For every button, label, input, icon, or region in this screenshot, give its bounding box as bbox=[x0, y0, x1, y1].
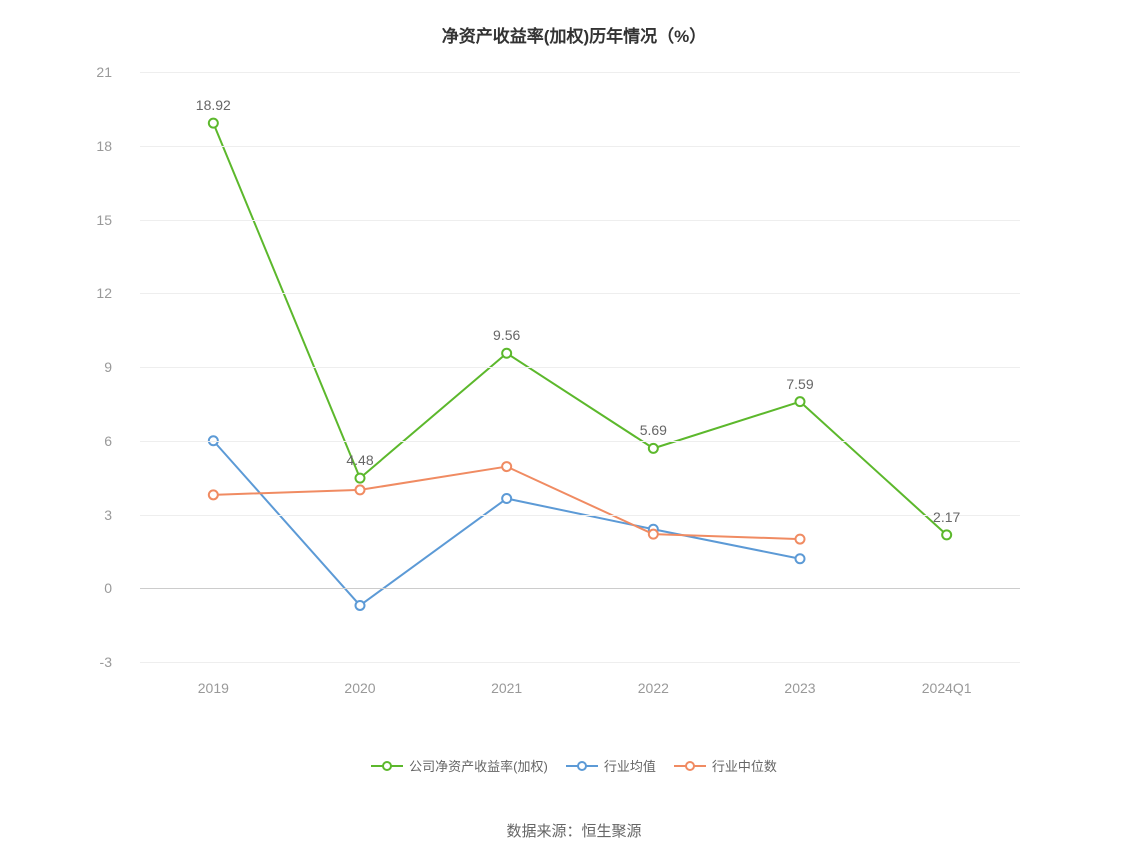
series-line bbox=[213, 123, 946, 535]
legend-swatch bbox=[371, 759, 403, 773]
data-source: 数据来源：恒生聚源 bbox=[0, 820, 1148, 841]
data-label: 5.69 bbox=[640, 422, 667, 438]
data-label: 7.59 bbox=[786, 376, 813, 392]
series-marker bbox=[796, 397, 805, 406]
series-marker bbox=[356, 601, 365, 610]
gridline bbox=[140, 146, 1020, 147]
legend-item[interactable]: 行业中位数 bbox=[674, 756, 777, 775]
legend: 公司净资产收益率(加权) 行业均值 行业中位数 bbox=[0, 756, 1148, 775]
series-marker bbox=[796, 535, 805, 544]
gridline bbox=[140, 367, 1020, 368]
series-marker bbox=[502, 349, 511, 358]
gridline bbox=[140, 662, 1020, 663]
gridline bbox=[140, 515, 1020, 516]
gridline bbox=[140, 293, 1020, 294]
series-marker bbox=[502, 462, 511, 471]
series-marker bbox=[356, 474, 365, 483]
series-marker bbox=[209, 490, 218, 499]
gridline bbox=[140, 441, 1020, 442]
series-marker bbox=[796, 554, 805, 563]
y-tick-label: 18 bbox=[96, 138, 112, 154]
roe-chart: 净资产收益率(加权)历年情况（%） -303691215182120192020… bbox=[0, 0, 1148, 859]
legend-label: 公司净资产收益率(加权) bbox=[409, 756, 548, 775]
plot-area: -3036912151821201920202021202220232024Q1… bbox=[140, 72, 1020, 662]
series-marker bbox=[356, 485, 365, 494]
legend-item[interactable]: 公司净资产收益率(加权) bbox=[371, 756, 548, 775]
gridline bbox=[140, 588, 1020, 589]
legend-item[interactable]: 行业均值 bbox=[566, 756, 656, 775]
y-tick-label: -3 bbox=[100, 654, 112, 670]
gridline bbox=[140, 220, 1020, 221]
y-tick-label: 6 bbox=[104, 433, 112, 449]
x-tick-label: 2020 bbox=[344, 680, 375, 696]
x-tick-label: 2021 bbox=[491, 680, 522, 696]
data-label: 2.17 bbox=[933, 509, 960, 525]
x-tick-label: 2023 bbox=[784, 680, 815, 696]
y-tick-label: 12 bbox=[96, 285, 112, 301]
legend-swatch bbox=[566, 759, 598, 773]
x-tick-label: 2024Q1 bbox=[922, 680, 972, 696]
y-tick-label: 9 bbox=[104, 359, 112, 375]
y-tick-label: 3 bbox=[104, 507, 112, 523]
data-label: 4.48 bbox=[346, 452, 373, 468]
series-marker bbox=[649, 530, 658, 539]
x-tick-label: 2022 bbox=[638, 680, 669, 696]
legend-label: 行业中位数 bbox=[712, 756, 777, 775]
legend-swatch bbox=[674, 759, 706, 773]
legend-label: 行业均值 bbox=[604, 756, 656, 775]
data-label: 9.56 bbox=[493, 327, 520, 343]
series-marker bbox=[649, 444, 658, 453]
data-label: 18.92 bbox=[196, 97, 231, 113]
series-marker bbox=[209, 119, 218, 128]
x-tick-label: 2019 bbox=[198, 680, 229, 696]
y-tick-label: 21 bbox=[96, 64, 112, 80]
chart-title: 净资产收益率(加权)历年情况（%） bbox=[0, 22, 1148, 47]
series-marker bbox=[502, 494, 511, 503]
y-tick-label: 0 bbox=[104, 580, 112, 596]
gridline bbox=[140, 72, 1020, 73]
y-tick-label: 15 bbox=[96, 212, 112, 228]
series-marker bbox=[942, 530, 951, 539]
